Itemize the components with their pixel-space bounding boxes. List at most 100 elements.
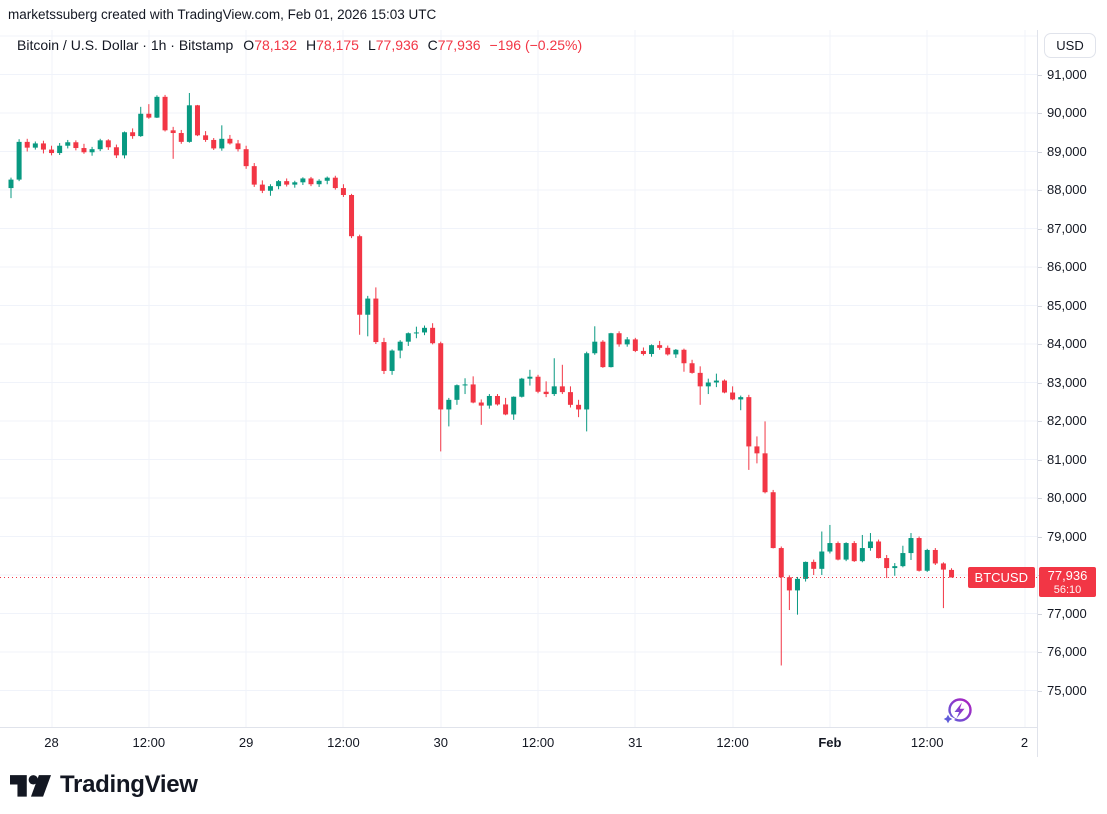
candle-body [389,350,395,371]
tradingview-logo-text: TradingView [60,770,198,798]
candle-body [867,541,873,549]
candle-body [300,178,306,183]
candle-body [332,177,338,189]
candle-body [211,139,217,149]
close-label: C [427,37,438,53]
candle-body [884,558,890,569]
candle-body [430,327,436,344]
candle-body [73,142,79,149]
candle-body [730,392,736,400]
candle-body [357,236,363,315]
candle-body [138,113,144,137]
candle-body [649,345,655,355]
price-axis-tick [1038,459,1042,461]
candle-body [462,384,468,386]
candle-body [689,363,695,373]
candle-body [486,395,492,406]
current-price-box: 77,936 56:10 [1039,567,1096,598]
candle-body [665,347,671,355]
price-axis-tick [1038,536,1042,538]
candle-body [284,181,290,185]
candle-body [705,382,711,387]
price-axis-label: 88,000 [1047,182,1087,197]
candle-body [349,195,355,237]
price-axis[interactable]: USD 77,936 56:10 91,000 90,000 89,000 88,00… [1037,30,1107,757]
price-axis-label: 90,000 [1047,105,1087,120]
candle-body [40,143,46,150]
price-axis-tick [1038,344,1042,345]
candle-body [803,561,809,579]
candle-body [608,333,614,368]
price-axis-label: 77,000 [1047,605,1087,621]
tradingview-logo-mark-icon [10,775,51,797]
candle-body [438,343,444,410]
candle-body [130,132,136,137]
candle-body [381,342,387,371]
candle-body [105,140,111,148]
chart-legend[interactable]: Bitcoin / U.S. Dollar · 1h · Bitstamp O78… [17,37,582,57]
candle-body [567,392,573,405]
candle-body [470,384,476,403]
candle-body [57,145,63,154]
price-axis-tick [1038,690,1042,692]
high-label: H [306,37,317,53]
candle-body [316,180,322,185]
candle-body [170,130,176,134]
candle-body [97,140,103,150]
low-value: 77,936 [375,37,419,53]
time-axis-label: 2 [1020,735,1029,750]
candle-body [949,569,955,578]
candlestick-plot[interactable] [0,30,1037,727]
candle-body [876,541,882,559]
candle-body [624,339,630,345]
candle-body [267,186,273,191]
candle-body [89,149,95,153]
chart-area: Bitcoin / U.S. Dollar · 1h · Bitstamp O78… [0,30,1107,758]
candle-body [527,376,533,379]
price-axis-label: 89,000 [1047,143,1087,159]
candle-body [519,378,525,397]
candle-body [535,376,541,392]
candle-body [592,341,598,354]
change-value: −196 (−0.25%) [489,37,583,53]
candle-body [916,538,922,571]
candle-body [154,96,160,118]
time-axis-label: 12:00 [327,735,360,750]
candle-body [551,386,557,395]
tradingview-logo[interactable]: TradingView [10,770,198,799]
candle-body [259,184,265,191]
candle-body [251,166,257,185]
candle-body [203,135,209,140]
candle-body [859,548,865,562]
candle-body [786,577,792,591]
candle-body [340,188,346,196]
boost-lightning-icon[interactable] [941,696,975,728]
candle-body [422,327,428,333]
time-axis-label: 28 [44,735,59,750]
candle-body [8,179,14,189]
candle-body [178,133,184,142]
candle-body [673,349,679,355]
candle-body [243,149,249,167]
time-axis-label: 12:00 [910,735,944,750]
candle-body [762,453,768,493]
currency-toggle-button[interactable]: USD [1044,33,1096,58]
symbol-price-tag: BTCUSD [967,567,1035,589]
open-label: O [243,37,255,53]
candle-body [681,349,687,364]
candle-body [584,353,590,410]
candle-body [122,132,128,156]
time-axis[interactable]: 28 12:00 29 12:00 30 12:00 31 12:00 Feb 12:00 2 [0,727,1107,758]
candle-body [276,181,282,187]
symbol-title[interactable]: Bitcoin / U.S. Dollar · 1h · Bitstamp [17,37,234,53]
price-axis-tick [1038,498,1042,499]
time-axis-label: 12:00 [716,735,749,750]
candle-body [454,385,460,400]
close-value: 77,936 [437,37,481,53]
candle-body [827,543,833,552]
price-axis-label: 76,000 [1047,644,1087,659]
candle-body [616,333,622,345]
candle-body [235,143,241,150]
price-axis-label: 87,000 [1047,220,1087,236]
